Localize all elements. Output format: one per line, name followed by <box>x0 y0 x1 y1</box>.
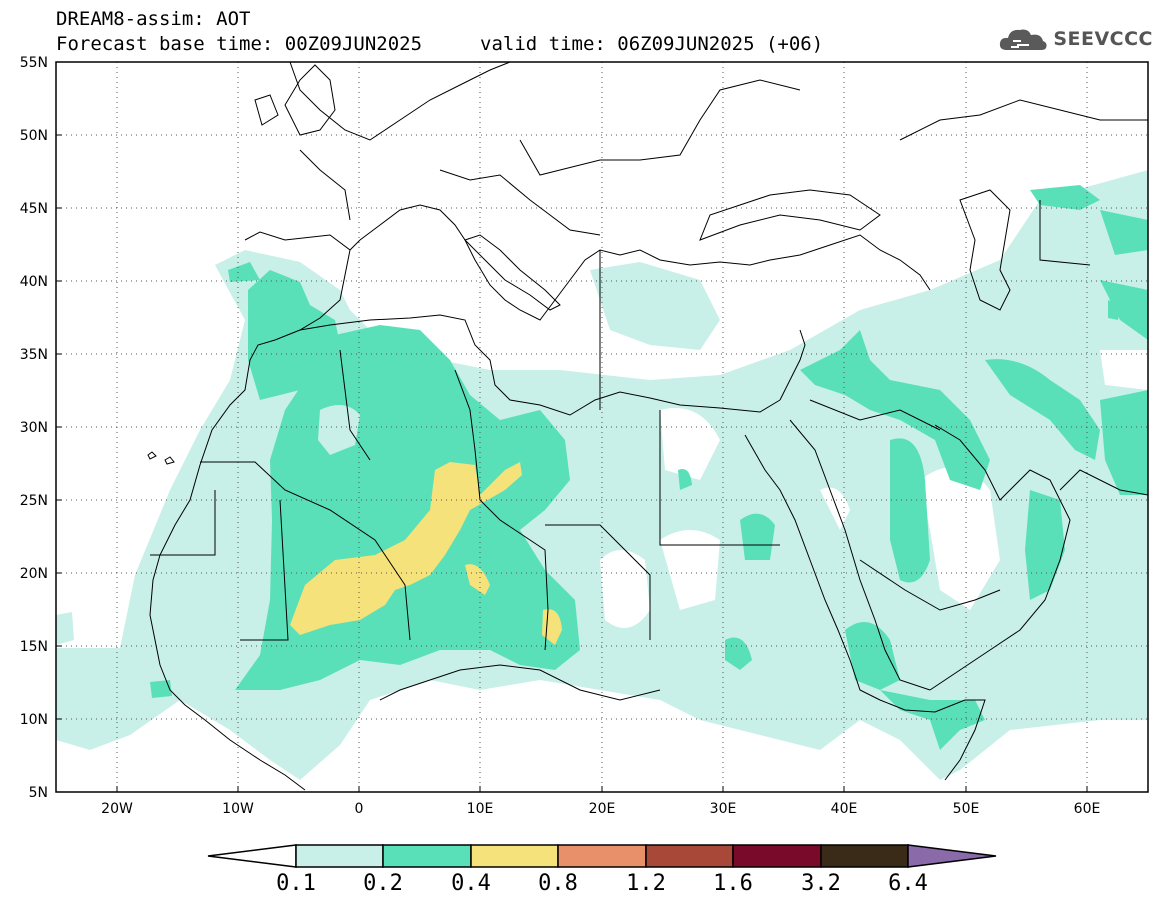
colorbar-label: 0.2 <box>363 871 403 896</box>
lon-label: 10W <box>222 801 254 817</box>
colorbar-label: 6.4 <box>888 871 928 896</box>
colorbar-label: 1.6 <box>713 871 753 896</box>
graticule <box>56 62 1148 792</box>
colorbar-label: 3.2 <box>801 871 841 896</box>
lat-label: 55N <box>20 55 48 71</box>
coastlines <box>147 62 1148 791</box>
lat-label: 20N <box>20 566 48 582</box>
clear-region <box>600 350 1148 628</box>
lon-label: 60E <box>1074 801 1101 817</box>
lon-label: 40E <box>831 801 858 817</box>
map-content <box>56 62 1148 792</box>
colorbar-label: 0.1 <box>276 871 316 896</box>
lat-label: 15N <box>20 639 48 655</box>
seevccc-logo: SEEVCCC <box>997 24 1153 54</box>
colorbar-swatch-5 <box>645 844 734 868</box>
colorbar-labels: 0.1 0.2 0.4 0.8 1.2 1.6 3.2 6.4 <box>276 871 928 896</box>
colorbar-swatch-3 <box>470 844 559 868</box>
colorbar <box>207 844 997 868</box>
lat-label: 35N <box>20 347 48 363</box>
colorbar-swatch-7 <box>820 844 909 868</box>
colorbar-label: 0.8 <box>538 871 578 896</box>
aot-0.1-hole <box>318 405 1050 455</box>
lon-label: 20E <box>589 801 616 817</box>
lon-label: 30E <box>710 801 737 817</box>
cloud-icon <box>1000 29 1047 50</box>
lon-label: 10E <box>467 801 494 817</box>
lat-label: 50N <box>20 128 48 144</box>
colorbar-high-arrow <box>907 844 997 868</box>
logo-text: SEEVCCC <box>1053 28 1153 50</box>
lat-label: 25N <box>20 493 48 509</box>
colorbar-swatch-4 <box>557 844 647 868</box>
colorbar-low-arrow <box>207 844 297 868</box>
colorbar-swatch-1 <box>295 844 384 868</box>
lat-label: 30N <box>20 420 48 436</box>
lon-label: 50E <box>953 801 980 817</box>
lon-label: 20W <box>101 801 133 817</box>
colorbar-swatch-2 <box>382 844 472 868</box>
colorbar-swatch-6 <box>732 844 822 868</box>
base-time: Forecast base time: 00Z09JUN2025 <box>56 33 423 55</box>
lon-labels: 20W 10W 0 10E 20E 30E 40E 50E 60E <box>101 801 1100 817</box>
valid-time: valid time: 06Z09JUN2025 (+06) <box>480 33 824 55</box>
lat-label: 40N <box>20 274 48 290</box>
lat-label: 45N <box>20 201 48 217</box>
lat-label: 10N <box>20 712 48 728</box>
colorbar-label: 1.2 <box>626 871 666 896</box>
lon-label: 0 <box>355 801 364 817</box>
axis-ticks <box>56 61 1088 793</box>
model-title: DREAM8-assim: AOT <box>56 8 251 30</box>
lat-labels: 5N 10N 15N 20N 25N 30N 35N 40N 45N 50N 5… <box>20 55 48 801</box>
colorbar-label: 0.4 <box>451 871 491 896</box>
lat-label: 5N <box>29 785 48 801</box>
